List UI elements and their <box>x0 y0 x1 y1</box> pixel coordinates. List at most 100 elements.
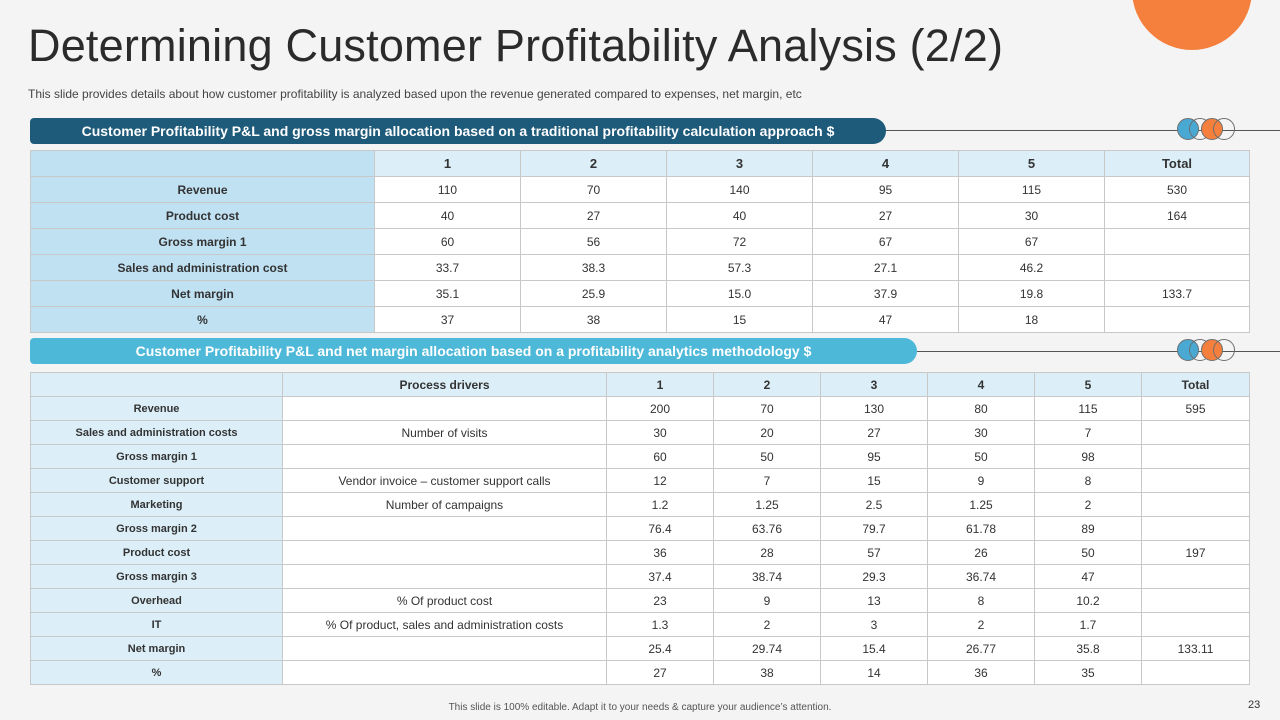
process-driver-cell: % Of product cost <box>282 588 607 613</box>
table-row: % 37 38 15 47 18 <box>30 306 1250 333</box>
column-header: 4 <box>812 150 959 177</box>
table-cell: 37.9 <box>812 280 959 307</box>
row-label: Gross margin 3 <box>30 564 283 589</box>
row-label: Gross margin 1 <box>30 444 283 469</box>
header-corner <box>30 372 283 397</box>
row-label: Revenue <box>30 396 283 421</box>
table-cell: 10.2 <box>1034 588 1142 613</box>
row-label: IT <box>30 612 283 637</box>
table-cell: 40 <box>666 202 813 229</box>
table-cell: 15 <box>820 468 928 493</box>
table-header-row: 1 2 3 4 5 Total <box>30 150 1250 177</box>
table-cell: 133.11 <box>1141 636 1250 661</box>
table-cell <box>1141 444 1250 469</box>
column-header: 3 <box>666 150 813 177</box>
table-cell <box>1141 516 1250 541</box>
table-cell: 8 <box>1034 468 1142 493</box>
table-cell: 30 <box>606 420 714 445</box>
table-cell <box>1141 660 1250 685</box>
table-row: Revenue 200 70 130 80 115 595 <box>30 396 1250 421</box>
table-cell: 140 <box>666 176 813 203</box>
process-driver-cell: Vendor invoice – customer support calls <box>282 468 607 493</box>
process-driver-cell <box>282 660 607 685</box>
table-cell: 115 <box>958 176 1105 203</box>
table-cell: 33.7 <box>374 254 521 281</box>
table-cell: 37 <box>374 306 521 333</box>
table-cell: 36.74 <box>927 564 1035 589</box>
table-row: Sales and administration costs Number of … <box>30 420 1250 445</box>
column-header: 5 <box>1034 372 1142 397</box>
table-cell: 1.7 <box>1034 612 1142 637</box>
table-cell: 61.78 <box>927 516 1035 541</box>
column-header: Total <box>1104 150 1250 177</box>
row-label: Customer support <box>30 468 283 493</box>
table-cell: 133.7 <box>1104 280 1250 307</box>
section1-divider <box>886 130 1280 131</box>
table-cell: 25.4 <box>606 636 714 661</box>
table-cell: 40 <box>374 202 521 229</box>
table-cell: 76.4 <box>606 516 714 541</box>
column-header: 1 <box>606 372 714 397</box>
table-cell: 95 <box>820 444 928 469</box>
table-cell: 29.3 <box>820 564 928 589</box>
process-driver-cell <box>282 540 607 565</box>
table-cell: 530 <box>1104 176 1250 203</box>
page-number: 23 <box>1248 699 1261 711</box>
process-drivers-header: Process drivers <box>282 372 607 397</box>
table-cell: 35.1 <box>374 280 521 307</box>
table-cell: 595 <box>1141 396 1250 421</box>
table-cell: 60 <box>374 228 521 255</box>
table-cell: 15 <box>666 306 813 333</box>
table-cell: 89 <box>1034 516 1142 541</box>
table-cell <box>1104 228 1250 255</box>
table-cell: 23 <box>606 588 714 613</box>
column-header: 3 <box>820 372 928 397</box>
table-cell: 25.9 <box>520 280 667 307</box>
column-header: 5 <box>958 150 1105 177</box>
table-cell: 1.25 <box>713 492 821 517</box>
process-driver-cell <box>282 444 607 469</box>
table-cell <box>1141 564 1250 589</box>
table-row: Overhead% Of product cost 23 9 13 8 10.2 <box>30 588 1250 613</box>
row-label: Overhead <box>30 588 283 613</box>
row-label: Sales and administration cost <box>30 254 375 281</box>
table-cell: 50 <box>1034 540 1142 565</box>
table-cell: 46.2 <box>958 254 1105 281</box>
table-cell: 37.4 <box>606 564 714 589</box>
table-cell <box>1141 492 1250 517</box>
table-cell: 197 <box>1141 540 1250 565</box>
table-cell: 1.2 <box>606 492 714 517</box>
footer-note: This slide is 100% editable. Adapt it to… <box>448 702 832 713</box>
table-cell: 47 <box>1034 564 1142 589</box>
table-cell: 50 <box>713 444 821 469</box>
table-cell: 7 <box>713 468 821 493</box>
table-cell: 60 <box>606 444 714 469</box>
table-cell: 36 <box>606 540 714 565</box>
table-cell: 29.74 <box>713 636 821 661</box>
table-cell: 27.1 <box>812 254 959 281</box>
table-cell: 164 <box>1104 202 1250 229</box>
table-cell: 19.8 <box>958 280 1105 307</box>
table-cell: 1.3 <box>606 612 714 637</box>
row-label: Revenue <box>30 176 375 203</box>
table-row: Gross margin 3 37.4 38.74 29.3 36.74 47 <box>30 564 1250 589</box>
table-cell: 110 <box>374 176 521 203</box>
table-cell: 27 <box>606 660 714 685</box>
process-driver-cell: % Of product, sales and administration c… <box>282 612 607 637</box>
table-cell: 115 <box>1034 396 1142 421</box>
table-cell: 70 <box>713 396 821 421</box>
table-cell: 67 <box>812 228 959 255</box>
row-label: % <box>30 660 283 685</box>
table-cell: 27 <box>812 202 959 229</box>
table-cell: 200 <box>606 396 714 421</box>
table-cell: 14 <box>820 660 928 685</box>
table-cell <box>1104 254 1250 281</box>
table-cell: 72 <box>666 228 813 255</box>
process-driver-cell <box>282 564 607 589</box>
table-cell: 13 <box>820 588 928 613</box>
table-cell <box>1141 420 1250 445</box>
table-cell: 30 <box>958 202 1105 229</box>
table-cell <box>1104 306 1250 333</box>
table-cell: 57 <box>820 540 928 565</box>
table-cell: 15.4 <box>820 636 928 661</box>
